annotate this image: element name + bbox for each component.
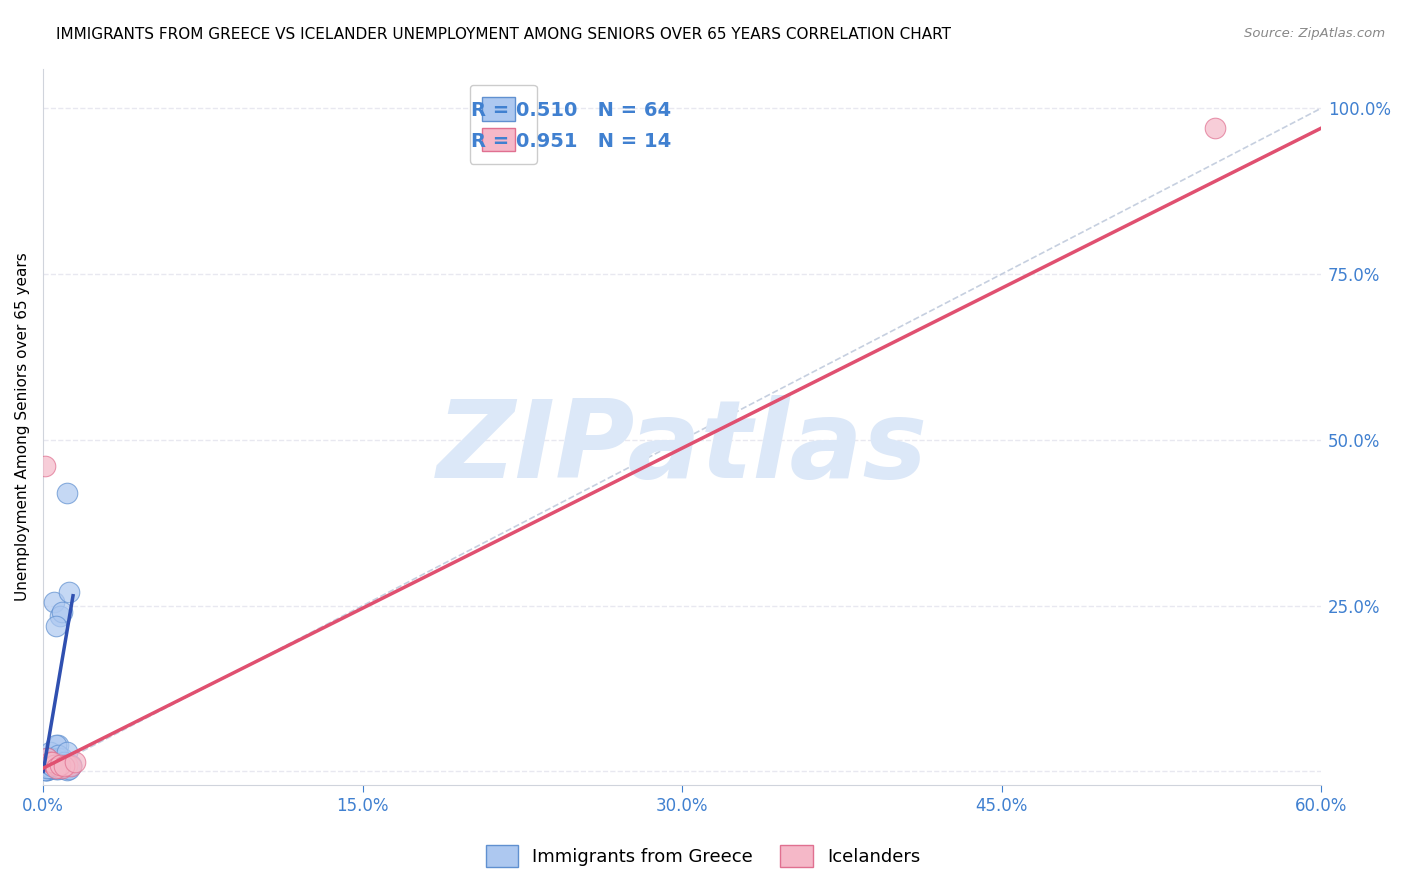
Point [53, 761, 76, 775]
Text: ZIPatlas: ZIPatlas [436, 395, 928, 501]
Point [46, 759, 69, 773]
Point [49, 757, 72, 772]
Point [53, 755, 76, 769]
Point [41, 761, 63, 775]
Point [58, 762, 80, 776]
Point [42, 757, 65, 772]
Point [37, 751, 59, 765]
Legend: Immigrants from Greece, Icelanders: Immigrants from Greece, Icelanders [478, 838, 928, 874]
Point [45, 738, 67, 752]
Point [34, 763, 56, 777]
Point [38, 760, 60, 774]
Point [34, 763, 56, 777]
Point [46, 751, 69, 765]
Point [51, 605, 73, 619]
Point [37, 761, 59, 775]
Point [37, 763, 59, 777]
Point [37, 761, 59, 775]
Text: R = 0.510   N = 64: R = 0.510 N = 64 [471, 101, 672, 120]
Point [49, 759, 72, 773]
Point [55, 761, 77, 775]
Point [41, 756, 63, 771]
Point [59, 759, 82, 773]
Point [51, 757, 73, 772]
Point [41, 759, 63, 773]
Text: Source: ZipAtlas.com: Source: ZipAtlas.com [1244, 27, 1385, 40]
Point [51, 761, 73, 775]
Point [38, 755, 60, 769]
Point [42, 757, 65, 772]
Point [51, 760, 73, 774]
Point [38, 755, 60, 769]
Point [45, 762, 67, 776]
Point [38, 761, 60, 775]
Point [38, 745, 60, 759]
Text: R = 0.951   N = 14: R = 0.951 N = 14 [471, 132, 672, 151]
Point [51, 759, 73, 773]
Point [55, 757, 77, 772]
Point [45, 756, 67, 771]
Point [46, 762, 69, 776]
Point [49, 755, 72, 769]
Point [1204, 121, 1226, 136]
Point [51, 751, 73, 765]
Point [49, 608, 72, 623]
Y-axis label: Unemployment Among Seniors over 65 years: Unemployment Among Seniors over 65 years [15, 252, 30, 601]
Point [37, 751, 59, 765]
Point [34, 761, 56, 775]
Point [41, 757, 63, 772]
Point [42, 759, 65, 773]
Point [42, 757, 65, 772]
Point [55, 763, 77, 777]
Point [49, 760, 72, 774]
Point [37, 759, 59, 773]
Legend: , : , [470, 85, 537, 163]
Point [41, 760, 63, 774]
Point [37, 763, 59, 777]
Point [59, 759, 82, 773]
Point [53, 760, 76, 774]
Point [51, 759, 73, 773]
Point [46, 757, 69, 772]
Point [46, 738, 69, 752]
Point [53, 757, 76, 772]
Point [42, 595, 65, 609]
Point [42, 759, 65, 773]
Point [63, 755, 86, 769]
Point [53, 759, 76, 773]
Point [34, 459, 56, 474]
Point [55, 756, 77, 771]
Point [41, 759, 63, 773]
Point [45, 756, 67, 771]
Point [41, 755, 63, 769]
Point [55, 486, 77, 500]
Point [46, 747, 69, 762]
Text: IMMIGRANTS FROM GREECE VS ICELANDER UNEMPLOYMENT AMONG SENIORS OVER 65 YEARS COR: IMMIGRANTS FROM GREECE VS ICELANDER UNEM… [56, 27, 952, 42]
Point [45, 753, 67, 767]
Point [55, 745, 77, 759]
Point [45, 618, 67, 632]
Point [49, 757, 72, 772]
Point [59, 757, 82, 772]
Point [58, 585, 80, 599]
Point [42, 755, 65, 769]
Point [38, 757, 60, 772]
Point [45, 761, 67, 775]
Point [46, 756, 69, 771]
Point [38, 751, 60, 765]
Point [45, 761, 67, 775]
